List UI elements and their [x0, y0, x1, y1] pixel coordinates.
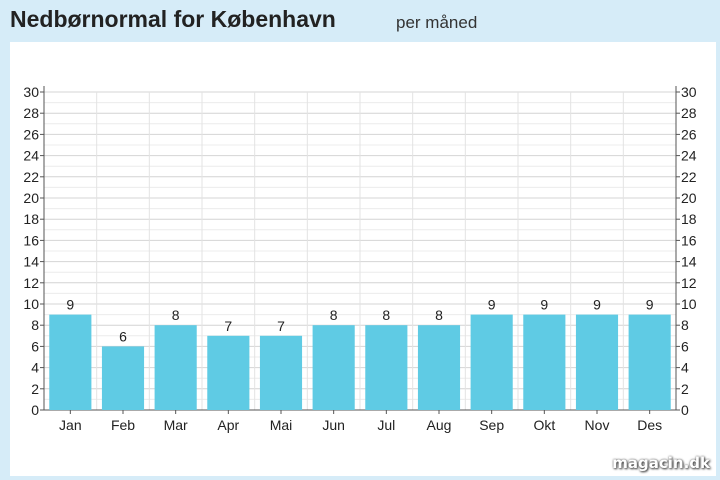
chart-subtitle: per måned: [396, 13, 478, 32]
data-label: 9: [488, 297, 496, 313]
x-tick-label: Jun: [322, 417, 345, 433]
y-tick-label-left: 4: [31, 360, 39, 376]
y-tick-label-left: 10: [23, 296, 39, 312]
y-tick-label-right: 14: [681, 254, 697, 270]
x-tick-label: Sep: [479, 417, 504, 433]
data-label: 9: [593, 297, 601, 313]
x-tick-label: Apr: [217, 417, 239, 433]
x-tick-label: Aug: [427, 417, 452, 433]
chart-header: Nedbørnormal for København per måned: [0, 0, 720, 40]
bar-jul: [365, 325, 408, 410]
bar-mar: [154, 325, 197, 410]
bar-apr: [207, 335, 250, 410]
y-tick-label-left: 16: [23, 232, 39, 248]
y-tick-label-left: 28: [23, 105, 39, 121]
data-label: 7: [224, 318, 232, 334]
data-label: 6: [119, 328, 127, 344]
y-tick-label-right: 30: [681, 84, 697, 100]
bar-nov: [575, 314, 619, 410]
bar-jan: [49, 314, 92, 410]
bar-des: [628, 314, 671, 410]
y-tick-label-left: 0: [31, 402, 39, 418]
y-tick-label-left: 20: [23, 190, 39, 206]
data-label: 9: [66, 297, 74, 313]
x-tick-label: Nov: [585, 417, 610, 433]
y-tick-label-right: 8: [681, 317, 689, 333]
bar-okt: [523, 314, 566, 410]
y-tick-label-right: 22: [681, 169, 697, 185]
y-tick-label-right: 20: [681, 190, 697, 206]
bar-feb: [101, 346, 145, 410]
chart-title: Nedbørnormal for København: [10, 6, 336, 32]
y-tick-label-left: 30: [23, 84, 39, 100]
y-tick-label-left: 12: [23, 275, 39, 291]
bar-aug: [417, 325, 461, 410]
x-tick-label: Feb: [111, 417, 135, 433]
y-tick-label-right: 16: [681, 232, 697, 248]
x-tick-label: Jan: [59, 417, 82, 433]
x-tick-label: Des: [637, 417, 662, 433]
y-tick-label-left: 22: [23, 169, 39, 185]
y-tick-label-right: 26: [681, 126, 697, 142]
y-tick-label-right: 4: [681, 360, 689, 376]
y-tick-label-left: 26: [23, 126, 39, 142]
data-label: 8: [435, 307, 443, 323]
y-tick-label-right: 12: [681, 275, 697, 291]
watermark: magacin.dk: [612, 454, 710, 472]
y-tick-label-right: 0: [681, 402, 689, 418]
y-tick-label-right: 18: [681, 211, 697, 227]
y-tick-label-right: 10: [681, 296, 697, 312]
y-tick-label-right: 2: [681, 381, 689, 397]
y-tick-label-right: 28: [681, 105, 697, 121]
data-label: 8: [172, 307, 180, 323]
x-tick-label: Jul: [377, 417, 395, 433]
y-tick-label-left: 2: [31, 381, 39, 397]
x-tick-label: Okt: [533, 417, 555, 433]
y-tick-label-right: 6: [681, 338, 689, 354]
data-label: 9: [646, 297, 654, 313]
bar-jun: [312, 325, 355, 410]
data-label: 9: [540, 297, 548, 313]
y-tick-label-left: 14: [23, 254, 39, 270]
y-tick-label-left: 18: [23, 211, 39, 227]
y-tick-label-left: 6: [31, 338, 39, 354]
y-tick-label-right: 24: [681, 148, 697, 164]
x-tick-label: Mar: [164, 417, 188, 433]
bar-mai: [259, 335, 303, 410]
data-label: 8: [330, 307, 338, 323]
bar-sep: [470, 314, 513, 410]
y-tick-label-left: 8: [31, 317, 39, 333]
y-tick-label-left: 24: [23, 148, 39, 164]
x-tick-label: Mai: [270, 417, 293, 433]
data-label: 8: [382, 307, 390, 323]
data-label: 7: [277, 318, 285, 334]
